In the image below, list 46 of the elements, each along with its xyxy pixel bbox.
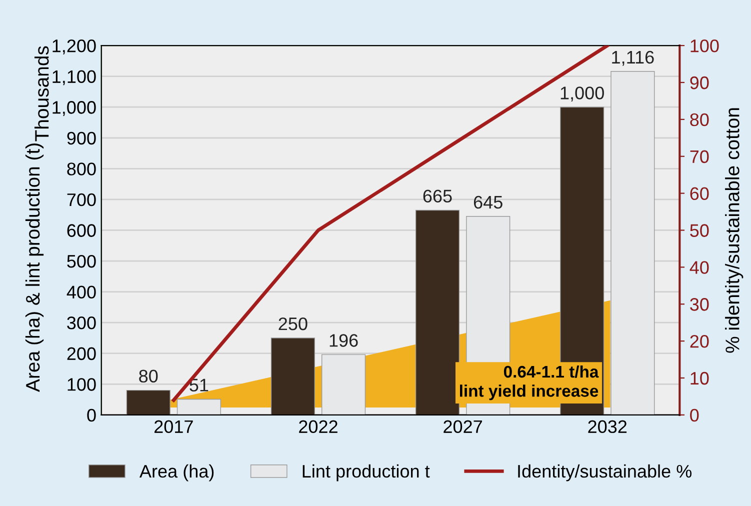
text: Thousands [34,46,49,142]
y-tick-label: 500 [67,254,96,268]
y-tick-label: 1,000 [52,101,96,116]
text: 665 [423,190,452,202]
y-tick-label: 100 [68,378,96,391]
y-tick-label: 1,100 [52,70,96,86]
bar [415,210,460,415]
y2-tick-label: 10 [690,372,709,385]
y2-axis-title: % identity/sustainable cotton [725,108,744,353]
legend-label: Identity/sustainable % [518,464,692,482]
text: 1,000 [560,86,604,102]
y2-tick-label: 80 [690,113,709,126]
y2-tick-label: 90 [690,76,709,90]
y2-tick-label: 100 [690,39,719,52]
y-tick-label: 0 [87,408,96,422]
text: 196 [330,334,358,347]
y-tick-label: 600 [67,224,96,237]
y2-tick-label: 70 [690,150,709,164]
legend-label: Area (ha) [139,464,214,482]
text: 1,116 [612,50,654,66]
x-tick-label: 2022 [299,420,338,434]
line-series [172,46,610,402]
legend-label: Lint production t [302,464,430,482]
y2-tick-label: 60 [690,187,709,200]
text: 80 [139,370,158,383]
y2-tick-label: 0 [690,408,699,422]
y2-tick-label: 30 [690,298,709,311]
y2-tick-label: 20 [690,334,709,348]
y-tick-label: 700 [67,193,96,206]
y2-tick-label: 50 [690,224,709,237]
y2-tick-label: 40 [690,261,709,274]
y-tick-label: 400 [66,286,96,299]
y-tick-label: 300 [67,316,96,330]
x-tick-label: 2027 [444,420,482,434]
text: 250 [278,317,308,330]
y-tick-label: 200 [67,347,96,360]
y-tick-label: 900 [67,132,96,145]
y-tick-label: 800 [67,162,96,176]
x-tick-label: 2032 [588,420,627,434]
y-tick-label: 1,200 [52,39,96,54]
bar [126,390,170,415]
text: 645 [474,196,502,209]
annotation: 0.64-1.1 t/ha lint yield increase [460,365,599,400]
y-axis-title: Area (ha) & lint production (t) [25,144,44,392]
bar [270,338,315,415]
x-tick-label: 2017 [154,420,193,434]
